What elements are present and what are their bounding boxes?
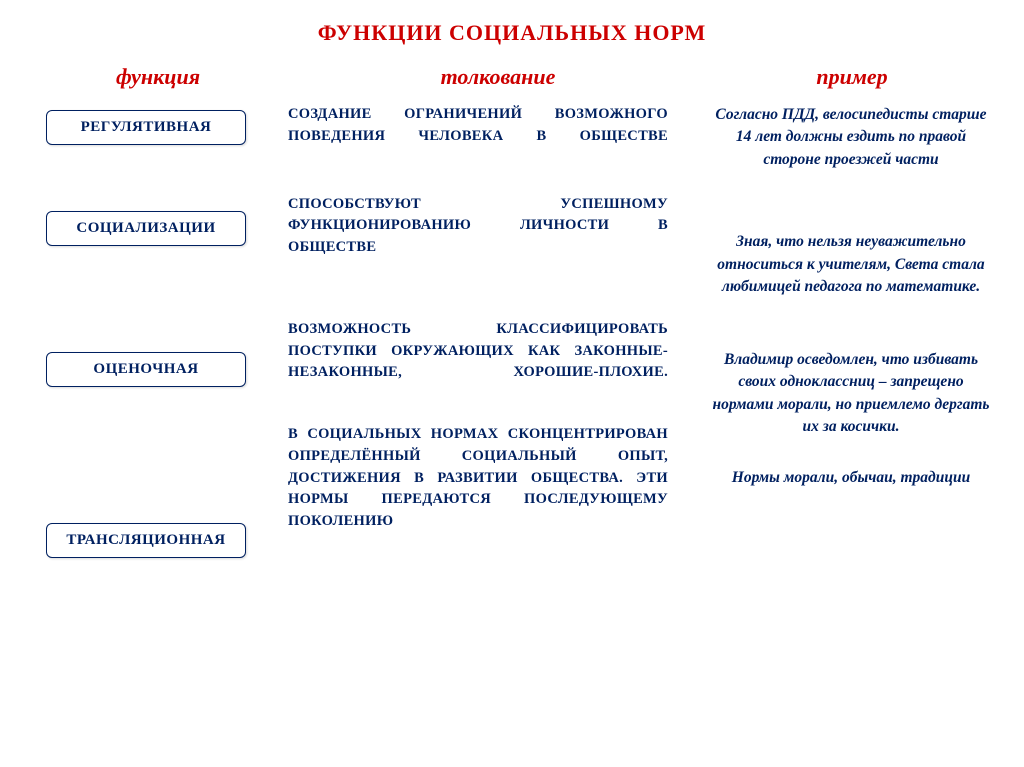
example-4: Нормы морали, обычаи, традиции xyxy=(706,467,996,489)
interp-transmissive: В СОЦИАЛЬНЫХ НОРМАХ СКОНЦЕНТРИРОВАН ОПРЕ… xyxy=(288,424,668,533)
func-box-evaluative: ОЦЕНОЧНАЯ xyxy=(46,352,246,387)
header-example: пример xyxy=(708,64,996,90)
example-1: Согласно ПДД, велосипедисты старше 14 ле… xyxy=(706,104,996,171)
interp-socialization: СПОСОБСТВУЮТ УСПЕШНОМУ ФУНКЦИОНИРОВАНИЮ … xyxy=(288,194,668,259)
func-box-regulative: РЕГУЛЯТИВНАЯ xyxy=(46,110,246,145)
header-interpretation: толкование xyxy=(288,64,708,90)
main-title: ФУНКЦИИ СОЦИАЛЬНЫХ НОРМ xyxy=(28,20,996,46)
example-3: Владимир осведомлен, что избивать своих … xyxy=(706,349,996,439)
page-root: ФУНКЦИИ СОЦИАЛЬНЫХ НОРМ функция толкован… xyxy=(0,0,1024,767)
column-headers: функция толкование пример xyxy=(28,64,996,90)
columns-wrap: РЕГУЛЯТИВНАЯ СОЦИАЛИЗАЦИИ ОЦЕНОЧНАЯ ТРАН… xyxy=(28,104,996,558)
interp-regulative: СОЗДАНИЕ ОГРАНИЧЕНИЙ ВОЗМОЖНОГО ПОВЕДЕНИ… xyxy=(288,104,668,148)
col-interpretations: СОЗДАНИЕ ОГРАНИЧЕНИЙ ВОЗМОЖНОГО ПОВЕДЕНИ… xyxy=(288,104,698,558)
func-box-socialization: СОЦИАЛИЗАЦИИ xyxy=(46,211,246,246)
interp-evaluative: ВОЗМОЖНОСТЬ КЛАССИФИЦИРОВАТЬ ПОСТУПКИ ОК… xyxy=(288,319,668,384)
col-examples: Согласно ПДД, велосипедисты старше 14 ле… xyxy=(698,104,996,558)
header-function: функция xyxy=(28,64,288,90)
col-functions: РЕГУЛЯТИВНАЯ СОЦИАЛИЗАЦИИ ОЦЕНОЧНАЯ ТРАН… xyxy=(28,104,288,558)
example-2: Зная, что нельзя неуважительно относитьс… xyxy=(706,231,996,298)
func-box-transmissive: ТРАНСЛЯЦИОННАЯ xyxy=(46,523,246,558)
